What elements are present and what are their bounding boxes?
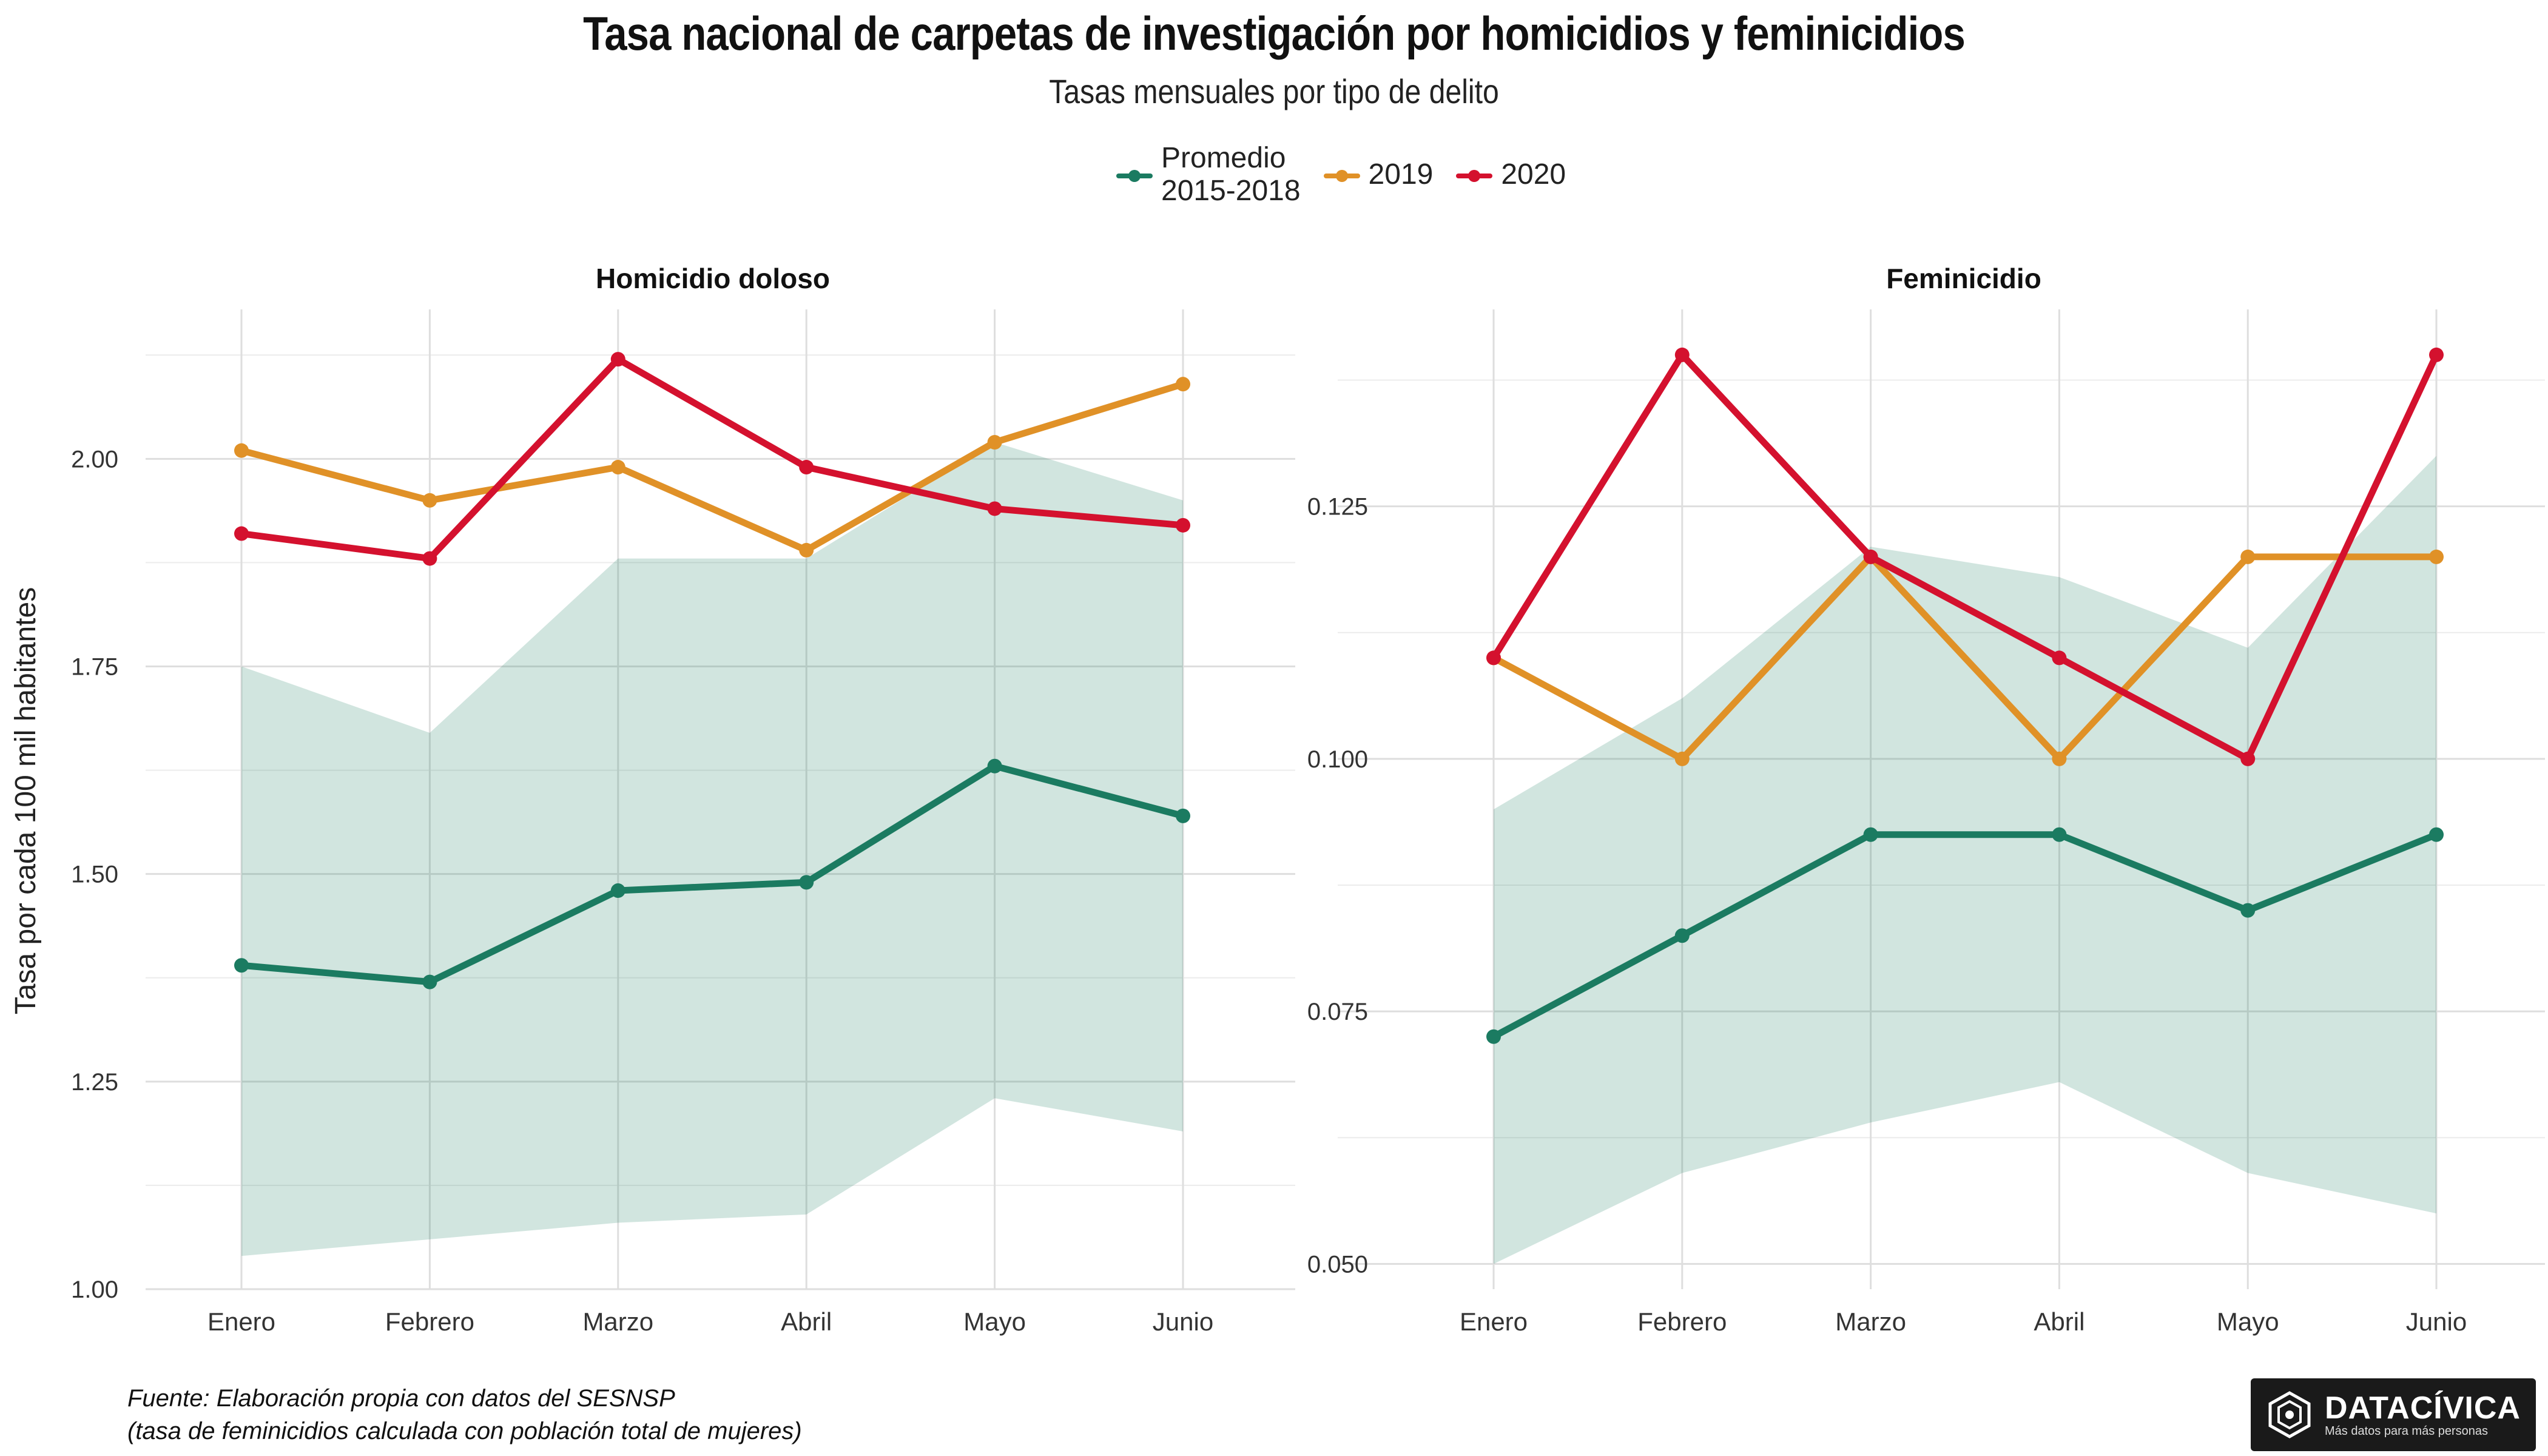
series-line-0 xyxy=(1490,831,2440,1040)
source-line-2: (tasa de feminicidios calculada con pobl… xyxy=(127,1418,802,1444)
series-point-1 xyxy=(1674,751,1690,766)
y-tick-label: 0.050 xyxy=(1307,1251,1368,1278)
series-line-2 xyxy=(238,356,1187,562)
series-line-1 xyxy=(1490,553,2440,763)
y-tick-label: 1.00 xyxy=(71,1276,118,1303)
series-point-1 xyxy=(799,542,814,558)
logo-name: DATACÍVICA xyxy=(2325,1390,2521,1426)
series-point-0 xyxy=(1486,1029,1501,1044)
x-tick-label: Febrero xyxy=(385,1307,474,1336)
series-point-0 xyxy=(987,758,1002,774)
range-band xyxy=(1494,456,2436,1264)
datacivica-logo: DATACÍVICA Más datos para más personas xyxy=(2251,1378,2536,1451)
legend-item-promedio: Promedio 2015-2018 xyxy=(1116,142,1301,207)
chart-title: Tasa nacional de carpetas de investigaci… xyxy=(583,7,1966,60)
series-point-1 xyxy=(2240,549,2256,564)
series-point-0 xyxy=(2240,903,2256,918)
series-point-0 xyxy=(2429,827,2444,842)
legend-key-2019 xyxy=(1323,166,1360,184)
series-line-1 xyxy=(238,380,1187,554)
legend-item-2019: 2019 xyxy=(1323,158,1434,191)
series-point-2 xyxy=(799,460,814,475)
series-point-0 xyxy=(422,974,437,989)
x-tick-label: Junio xyxy=(1153,1307,1213,1336)
series-line-2 xyxy=(1490,351,2440,763)
series-point-0 xyxy=(1674,928,1690,943)
legend-label-2020: 2020 xyxy=(1501,158,1566,190)
series-point-0 xyxy=(610,883,625,898)
series-point-2 xyxy=(610,352,625,367)
series-point-2 xyxy=(234,526,249,541)
panel-title: Homicidio doloso xyxy=(596,263,830,294)
y-tick-label: 1.75 xyxy=(71,654,118,681)
legend: Promedio 2015-2018 2019 2020 xyxy=(1116,138,1589,211)
series-point-0 xyxy=(1176,808,1190,823)
y-tick-label: 1.50 xyxy=(71,861,118,888)
series-point-2 xyxy=(2052,650,2067,666)
chart-subtitle: Tasas mensuales por tipo de delito xyxy=(1049,72,1499,110)
legend-key-2020 xyxy=(1456,166,1493,184)
series-line-0 xyxy=(238,763,1187,986)
legend-item-2020: 2020 xyxy=(1456,158,1566,191)
panel-1: Feminicidio 0.050 0.075 0.100 0.125 Enero Febr… xyxy=(1307,263,2545,1336)
series-point-2 xyxy=(1674,347,1690,362)
y-tick-label: 1.25 xyxy=(71,1069,118,1096)
y-tick-label: 0.125 xyxy=(1307,494,1368,521)
series-point-1 xyxy=(987,434,1002,450)
series-point-2 xyxy=(1863,549,1878,564)
series-point-2 xyxy=(987,501,1002,516)
series-point-2 xyxy=(422,551,437,566)
series-point-0 xyxy=(799,875,814,890)
panel-0: Homicidio doloso 1.00 1.25 1.50 1.75 2.00 Ener… xyxy=(71,263,1295,1336)
y-axis-label: Tasa por cada 100 mil habitantes xyxy=(10,587,42,1014)
x-tick-label: Enero xyxy=(1460,1307,1528,1336)
series-point-0 xyxy=(234,958,249,973)
series-point-1 xyxy=(2052,751,2067,766)
x-tick-label: Abril xyxy=(2034,1307,2085,1336)
range-band xyxy=(241,442,1183,1256)
legend-key-promedio xyxy=(1116,166,1153,184)
logo-tagline: Más datos para más personas xyxy=(2325,1424,2489,1438)
y-tick-label: 2.00 xyxy=(71,446,118,473)
legend-label-promedio: Promedio 2015-2018 xyxy=(1161,142,1301,207)
series-point-1 xyxy=(610,460,625,475)
series-point-0 xyxy=(1863,827,1878,842)
source-line-1: Fuente: Elaboración propia con datos del… xyxy=(127,1385,675,1412)
series-point-1 xyxy=(234,443,249,458)
y-tick-label: 0.100 xyxy=(1307,746,1368,773)
series-point-2 xyxy=(1486,650,1501,666)
series-point-1 xyxy=(1176,377,1190,392)
series-point-1 xyxy=(2429,549,2444,564)
series-point-2 xyxy=(1176,517,1190,533)
series-point-2 xyxy=(2429,347,2444,362)
source-note: Fuente: Elaboración propia con datos del… xyxy=(127,1382,802,1448)
series-point-0 xyxy=(2052,827,2067,842)
datacivica-logo-icon xyxy=(2268,1391,2311,1438)
x-tick-label: Mayo xyxy=(963,1307,1026,1336)
series-point-1 xyxy=(422,493,437,508)
panel-title: Feminicidio xyxy=(1886,263,2041,294)
x-tick-label: Junio xyxy=(2406,1307,2467,1336)
y-tick-label: 0.075 xyxy=(1307,999,1368,1025)
legend-label-2019: 2019 xyxy=(1368,158,1434,190)
x-tick-label: Marzo xyxy=(582,1307,653,1336)
x-tick-label: Enero xyxy=(207,1307,275,1336)
x-tick-label: Abril xyxy=(781,1307,832,1336)
x-tick-label: Marzo xyxy=(1835,1307,1906,1336)
x-tick-label: Febrero xyxy=(1637,1307,1727,1336)
x-tick-label: Mayo xyxy=(2217,1307,2279,1336)
series-point-2 xyxy=(2240,751,2256,766)
